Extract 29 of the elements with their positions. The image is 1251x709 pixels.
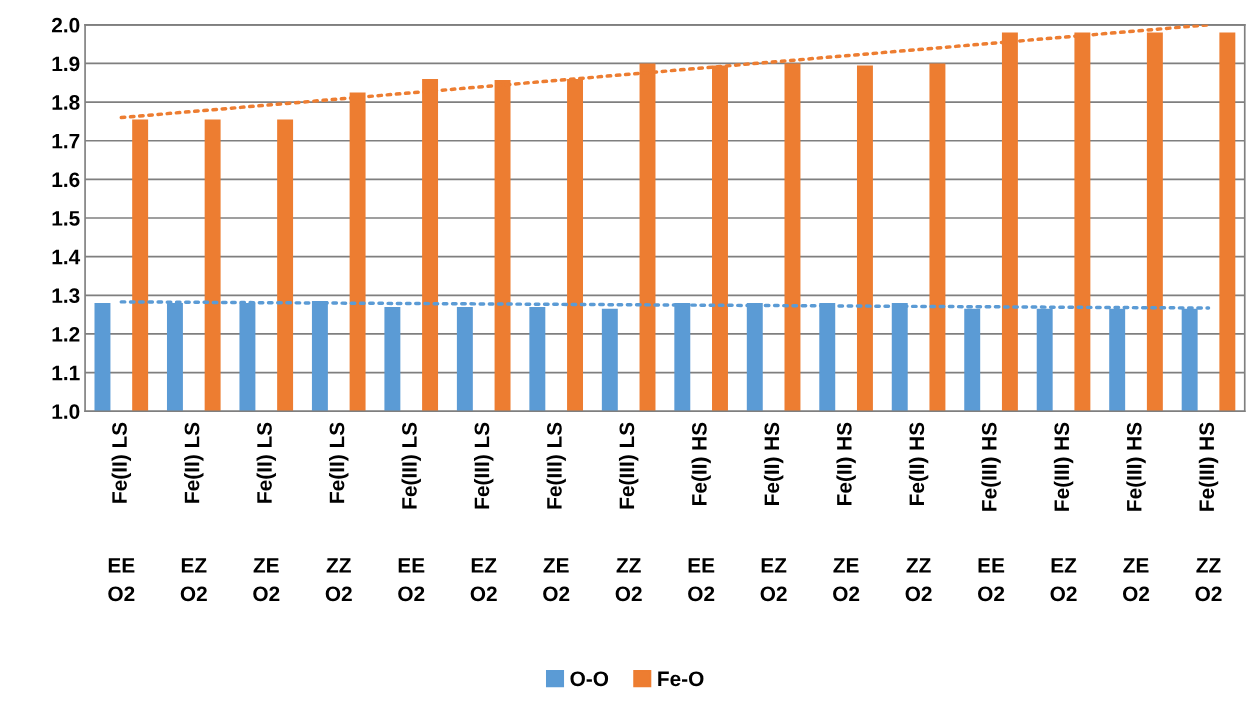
y-tick-label: 2.0 [51,17,80,33]
category-label: Fe(III) HS EZ O2 [1050,422,1077,602]
legend-label: O-O [570,671,609,687]
category-label: Fe(III) LS EZ O2 [470,422,497,602]
category-label: Fe(II) LS ZE O2 [253,422,280,602]
y-tick-label: 1.8 [52,95,80,110]
category-label: Fe(III) HS ZZ O2 [1195,422,1222,602]
y-tick-label: 1.2 [52,326,80,342]
y-tick-label: 1.0 [52,404,80,419]
y-tick-label: 1.7 [52,133,80,149]
category-label: Fe(III) HS ZE O2 [1122,422,1150,602]
category-label: Fe(II) HS ZE O2 [833,422,860,602]
category-label: Fe(III) LS EE O2 [398,422,425,602]
category-label: Fe(II) LS EE O2 [108,422,135,602]
category-label: Fe(II) LS ZZ O2 [325,422,352,602]
y-tick-label: 1.6 [52,172,80,188]
y-tick-label: 1.5 [52,211,80,226]
category-label: Fe(II) HS EZ O2 [760,422,787,602]
category-label: Fe(III) LS ZZ O2 [615,422,642,602]
category-label: Fe(II) HS ZZ O2 [905,422,932,602]
y-tick-label: 1.3 [52,288,80,304]
category-label: Fe(III) LS ZE O2 [543,422,570,602]
category-label: Fe(II) HS EE O2 [688,422,715,602]
legend-label: Fe-O [658,671,704,687]
category-label: Fe(III) HS EE O2 [978,422,1005,602]
category-label: Fe(II) LS EZ O2 [180,422,207,602]
y-tick-label: 1.9 [52,56,80,72]
y-tick-label: 1.4 [52,249,81,265]
y-tick-label: 1.1 [52,365,80,381]
